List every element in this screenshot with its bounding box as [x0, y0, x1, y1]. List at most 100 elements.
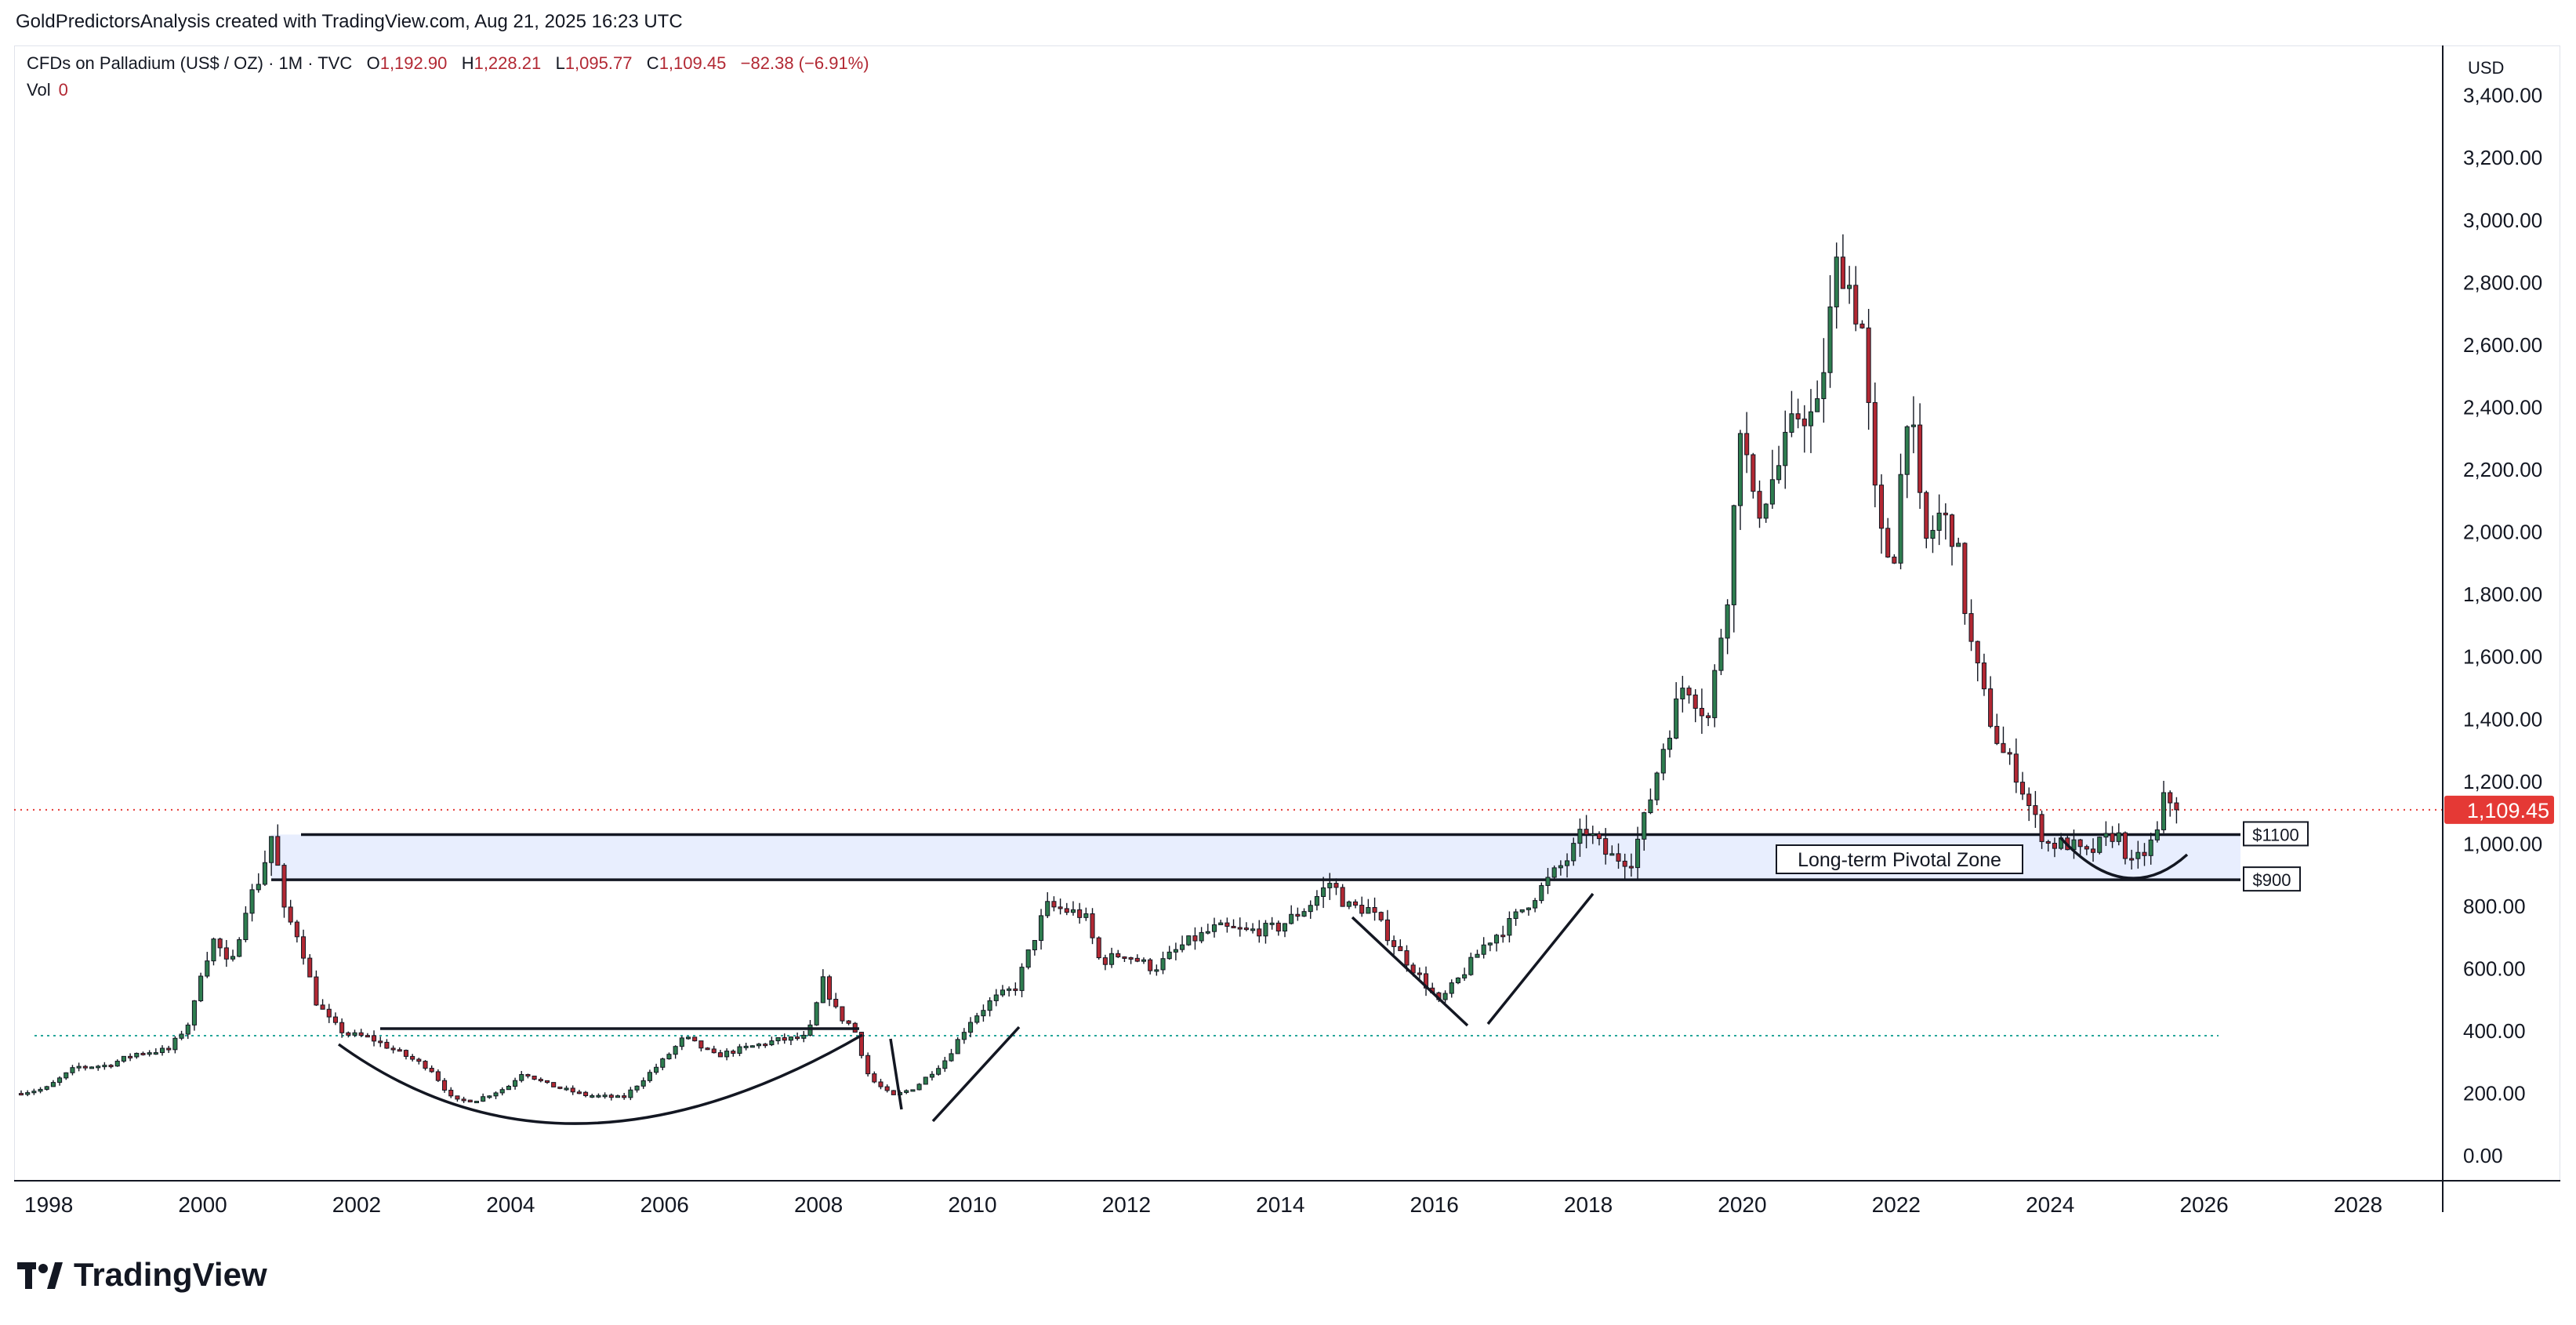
candle[interactable]: [1712, 664, 1718, 728]
candle[interactable]: [1007, 986, 1012, 997]
candle[interactable]: [608, 1093, 614, 1101]
candle[interactable]: [1930, 515, 1936, 554]
candle[interactable]: [352, 1029, 357, 1037]
candle[interactable]: [2129, 849, 2135, 869]
candle[interactable]: [1545, 868, 1551, 895]
candle[interactable]: [826, 975, 833, 1007]
candle[interactable]: [1366, 898, 1371, 914]
candle[interactable]: [1417, 967, 1422, 979]
candle[interactable]: [191, 1000, 197, 1031]
candle[interactable]: [2116, 823, 2121, 846]
candle[interactable]: [179, 1030, 184, 1040]
candle[interactable]: [2007, 748, 2012, 765]
candle[interactable]: [1577, 819, 1583, 857]
candle[interactable]: [698, 1040, 704, 1052]
candle[interactable]: [1603, 828, 1609, 865]
candle[interactable]: [1654, 771, 1660, 805]
candle[interactable]: [1622, 853, 1627, 880]
candle[interactable]: [628, 1087, 633, 1101]
candle[interactable]: [481, 1093, 486, 1102]
candle[interactable]: [1840, 234, 1845, 289]
candle[interactable]: [916, 1083, 922, 1091]
candle[interactable]: [1648, 788, 1653, 815]
candle[interactable]: [923, 1076, 928, 1085]
candle[interactable]: [2084, 844, 2089, 855]
candle[interactable]: [795, 1033, 800, 1041]
candle[interactable]: [378, 1036, 383, 1047]
candle[interactable]: [506, 1084, 511, 1091]
candle[interactable]: [159, 1045, 165, 1056]
candle[interactable]: [269, 836, 274, 877]
candle[interactable]: [1039, 909, 1044, 950]
candle[interactable]: [749, 1045, 755, 1048]
candle[interactable]: [1205, 924, 1210, 935]
candle[interactable]: [18, 1090, 24, 1096]
candle[interactable]: [1295, 907, 1301, 921]
candle[interactable]: [1359, 896, 1365, 917]
candle[interactable]: [640, 1077, 646, 1089]
candle[interactable]: [840, 1006, 845, 1024]
candle[interactable]: [2122, 831, 2128, 865]
candle[interactable]: [692, 1036, 698, 1042]
candle[interactable]: [442, 1077, 448, 1093]
candle[interactable]: [1924, 490, 1929, 549]
candle[interactable]: [2091, 838, 2096, 862]
candle[interactable]: [532, 1076, 537, 1080]
candle[interactable]: [1642, 811, 1647, 851]
candle[interactable]: [121, 1055, 126, 1063]
candle[interactable]: [50, 1080, 56, 1087]
candle[interactable]: [544, 1080, 550, 1084]
candle[interactable]: [262, 850, 267, 886]
candle[interactable]: [1289, 905, 1294, 925]
candle[interactable]: [365, 1033, 370, 1038]
candle[interactable]: [1789, 390, 1794, 437]
candle[interactable]: [1859, 320, 1865, 329]
candle[interactable]: [1199, 927, 1204, 944]
candle[interactable]: [1398, 939, 1403, 952]
candle[interactable]: [1628, 853, 1634, 877]
candle[interactable]: [2026, 787, 2032, 822]
candle[interactable]: [1180, 935, 1185, 953]
candle[interactable]: [1045, 891, 1050, 918]
candle[interactable]: [968, 1017, 974, 1038]
candle[interactable]: [1128, 957, 1134, 964]
candle[interactable]: [1116, 949, 1121, 958]
candle[interactable]: [1423, 966, 1429, 996]
candle[interactable]: [743, 1042, 749, 1051]
candle[interactable]: [1391, 935, 1397, 955]
candle[interactable]: [1058, 898, 1063, 915]
candle[interactable]: [1757, 480, 1762, 528]
candle[interactable]: [2103, 821, 2109, 847]
candle[interactable]: [872, 1071, 877, 1084]
candle[interactable]: [583, 1091, 589, 1098]
candle[interactable]: [590, 1094, 595, 1098]
candle[interactable]: [2110, 826, 2115, 848]
candle[interactable]: [403, 1049, 409, 1060]
candle[interactable]: [372, 1030, 377, 1047]
candle[interactable]: [153, 1048, 158, 1055]
candle[interactable]: [865, 1052, 871, 1077]
candle[interactable]: [1500, 925, 1506, 943]
candle[interactable]: [1237, 917, 1243, 937]
candle[interactable]: [288, 899, 293, 925]
candle[interactable]: [2039, 810, 2044, 849]
candle[interactable]: [1096, 936, 1101, 960]
candle[interactable]: [1352, 899, 1359, 909]
candle[interactable]: [1257, 920, 1262, 943]
candle[interactable]: [615, 1094, 621, 1098]
candle[interactable]: [731, 1049, 736, 1057]
candle[interactable]: [769, 1036, 775, 1047]
candle[interactable]: [1218, 920, 1224, 926]
candle[interactable]: [942, 1056, 948, 1073]
candle[interactable]: [705, 1047, 710, 1051]
candle[interactable]: [666, 1052, 672, 1060]
candle[interactable]: [1763, 503, 1769, 523]
candle[interactable]: [1186, 935, 1192, 946]
candle[interactable]: [1160, 951, 1166, 975]
candle[interactable]: [622, 1092, 627, 1100]
candle[interactable]: [166, 1045, 172, 1054]
candle[interactable]: [1025, 949, 1031, 970]
candle[interactable]: [249, 884, 255, 922]
candle[interactable]: [801, 1030, 807, 1043]
